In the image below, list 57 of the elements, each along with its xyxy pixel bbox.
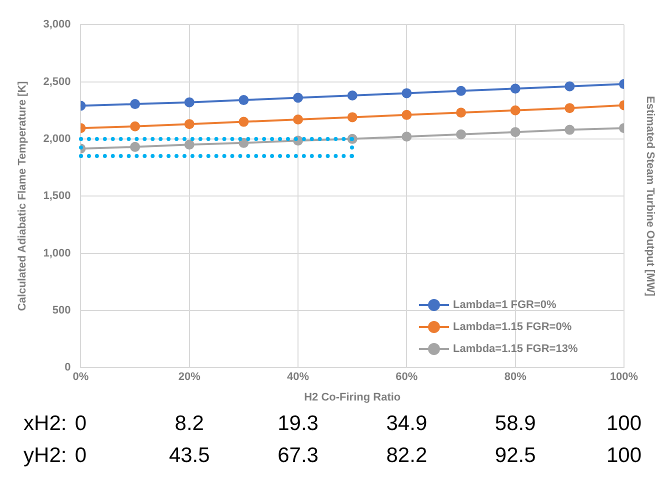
y-tick-label: 500 (52, 304, 71, 316)
y-axis-title: Calculated Adiabatic Flame Temperature [K] (16, 80, 29, 312)
y-tick-label: 3,000 (43, 18, 71, 31)
point (293, 92, 304, 103)
point (347, 112, 358, 122)
point (130, 99, 140, 110)
point (184, 119, 194, 130)
point (564, 124, 575, 135)
point (238, 116, 249, 127)
point (402, 88, 412, 98)
point (347, 90, 358, 100)
text: 58.9 (494, 412, 536, 436)
point (130, 142, 140, 152)
point (564, 103, 575, 114)
text: xH2: (24, 412, 67, 436)
y-tick-label: 2,000 (43, 132, 71, 145)
point (456, 129, 466, 140)
text: 19.3 (278, 412, 318, 436)
legend-label: Lambda=1 FGR=0% (453, 298, 556, 311)
x-tick-label: 80% (504, 371, 527, 384)
text: 34.9 (386, 412, 428, 436)
point (510, 105, 520, 116)
text: 67.3 (278, 444, 318, 468)
x-tick-label: 40% (287, 371, 310, 384)
point (456, 86, 466, 96)
x-tick-label: 20% (178, 371, 201, 384)
y-tick-label: 1,000 (43, 247, 71, 260)
y-tick-label: 0 (64, 362, 71, 374)
point (293, 114, 304, 124)
y-tick-label: 2,500 (43, 76, 71, 88)
point (130, 121, 140, 132)
point (184, 97, 194, 108)
text: yH2: (24, 444, 67, 468)
point (402, 132, 412, 142)
x-axis-title: H2 Co-Firing Ratio (304, 391, 401, 404)
point (456, 108, 466, 118)
point (238, 95, 249, 106)
point (402, 110, 412, 120)
text: 92.5 (494, 444, 536, 468)
text: 100 (606, 444, 642, 468)
y-tick-label: 1,500 (43, 190, 71, 202)
legend-label: Lambda=1.15 FGR=13% (453, 342, 578, 355)
text: 8.2 (174, 412, 204, 436)
x-tick-label: 0% (72, 371, 89, 384)
text: 0 (74, 412, 87, 436)
text: 100 (606, 412, 642, 436)
text: 43.5 (168, 444, 210, 468)
point (510, 127, 520, 138)
y2-axis-title: Estimated Steam Turbine Output [MW] (644, 94, 656, 298)
point (564, 81, 575, 92)
x-tick-label: 100% (610, 371, 638, 384)
legend-label: Lambda=1.15 FGR=0% (453, 320, 572, 333)
text: 0 (74, 444, 87, 468)
point (184, 140, 194, 150)
text: 82.2 (386, 444, 428, 468)
point (510, 84, 520, 94)
x-tick-label: 60% (396, 371, 418, 384)
